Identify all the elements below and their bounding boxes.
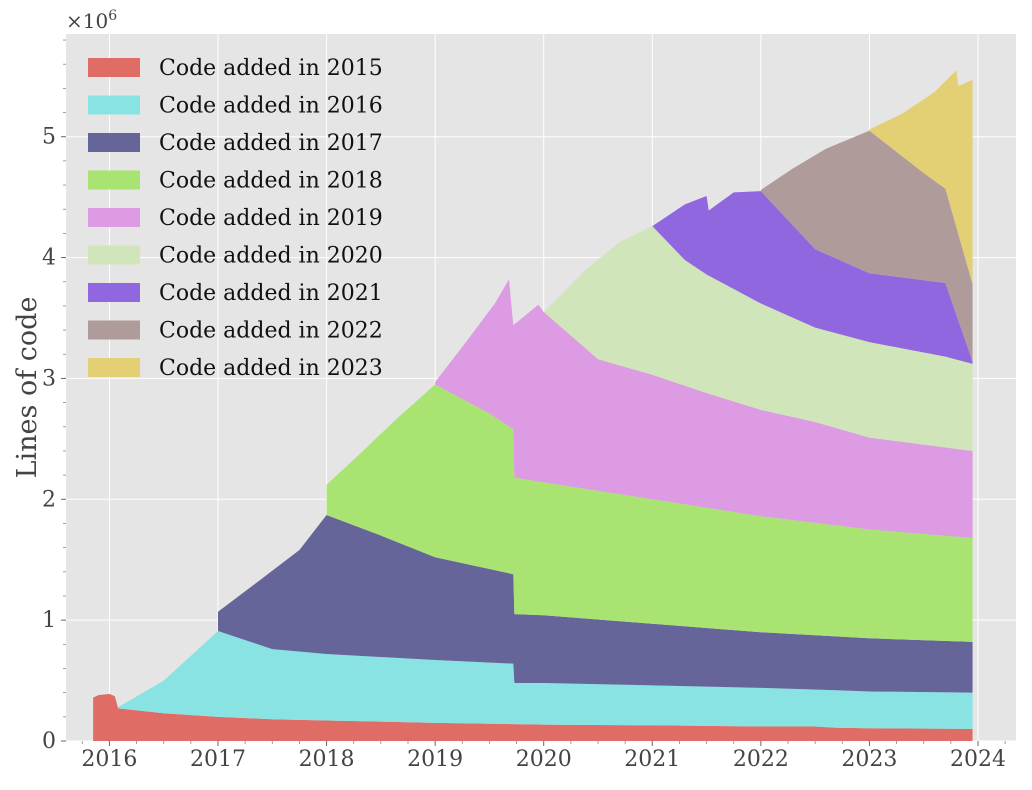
legend-label: Code added in 2018	[159, 169, 383, 194]
area-code-added-in-2016	[118, 631, 973, 729]
x-tick-label-2021: 2021	[624, 747, 680, 772]
area-code-added-in-2022	[760, 130, 973, 362]
legend-entry: Code added in 2020	[88, 244, 383, 269]
x-tick-label-2022: 2022	[733, 747, 789, 772]
legend-label: Code added in 2016	[159, 94, 383, 119]
y-tick-label-4: 4	[42, 246, 56, 271]
legend-label: Code added in 2015	[159, 56, 383, 81]
legend-label: Code added in 2017	[159, 131, 383, 156]
legend-swatch	[88, 208, 140, 227]
legend-entry: Code added in 2017	[88, 131, 383, 156]
x-tick-label-2016: 2016	[81, 747, 137, 772]
legend-swatch	[88, 283, 140, 302]
tick-labels: 0 1 2 3 4 5 2016 2017 2018 2019 2020 2021 2022 2023 20…	[42, 125, 1006, 772]
legend-label: Code added in 2021	[159, 281, 383, 306]
legend-swatch	[88, 170, 140, 190]
x-tick-label-2023: 2023	[841, 747, 897, 772]
area-code-added-in-2023	[869, 70, 973, 285]
y-axis-label: Lines of code	[12, 297, 43, 479]
legend-swatch	[88, 358, 140, 377]
legend-entry: Code added in 2015	[88, 56, 383, 81]
area-code-added-in-2019	[435, 279, 973, 538]
y-tick-label-2: 2	[42, 487, 56, 512]
legend-swatch	[88, 245, 140, 265]
legend-swatch	[88, 95, 140, 115]
legend-entry: Code added in 2016	[88, 94, 383, 119]
legend-label: Code added in 2022	[159, 319, 383, 344]
y-tick-label-0: 0	[42, 729, 56, 754]
area-series	[93, 70, 973, 741]
area-code-added-in-2017	[218, 515, 973, 693]
area-code-added-in-2018	[326, 384, 973, 642]
legend-swatch	[88, 320, 140, 340]
legend-entry: Code added in 2021	[88, 281, 383, 306]
legend-swatch	[88, 133, 140, 152]
area-code-added-in-2020	[543, 226, 973, 451]
y-multiplier-exponent: 6	[108, 8, 117, 24]
x-tick-label-2020: 2020	[516, 747, 572, 772]
y-tick-label-5: 5	[42, 125, 56, 150]
plot-area	[66, 34, 1016, 742]
x-tick-label-2024: 2024	[950, 747, 1006, 772]
y-tick-label-1: 1	[42, 608, 56, 633]
legend-label: Code added in 2019	[159, 206, 383, 231]
legend-entry: Code added in 2018	[88, 169, 383, 194]
y-tick-label-3: 3	[42, 366, 56, 391]
legend-swatch	[88, 58, 140, 77]
legend: Code added in 2015 Code added in 2016 Code…	[88, 56, 383, 381]
legend-entry: Code added in 2019	[88, 206, 383, 231]
area-code-added-in-2015	[93, 693, 973, 741]
legend-label: Code added in 2023	[159, 356, 383, 381]
legend-entry: Code added in 2023	[88, 356, 383, 381]
legend-label: Code added in 2020	[159, 244, 383, 269]
axis-ticks	[61, 39, 1006, 746]
legend-entry: Code added in 2022	[88, 319, 383, 344]
area-code-added-in-2021	[652, 191, 973, 364]
x-tick-label-2017: 2017	[190, 747, 246, 772]
y-multiplier-label: ×106	[66, 8, 117, 33]
x-tick-label-2019: 2019	[407, 747, 463, 772]
x-tick-label-2018: 2018	[299, 747, 355, 772]
